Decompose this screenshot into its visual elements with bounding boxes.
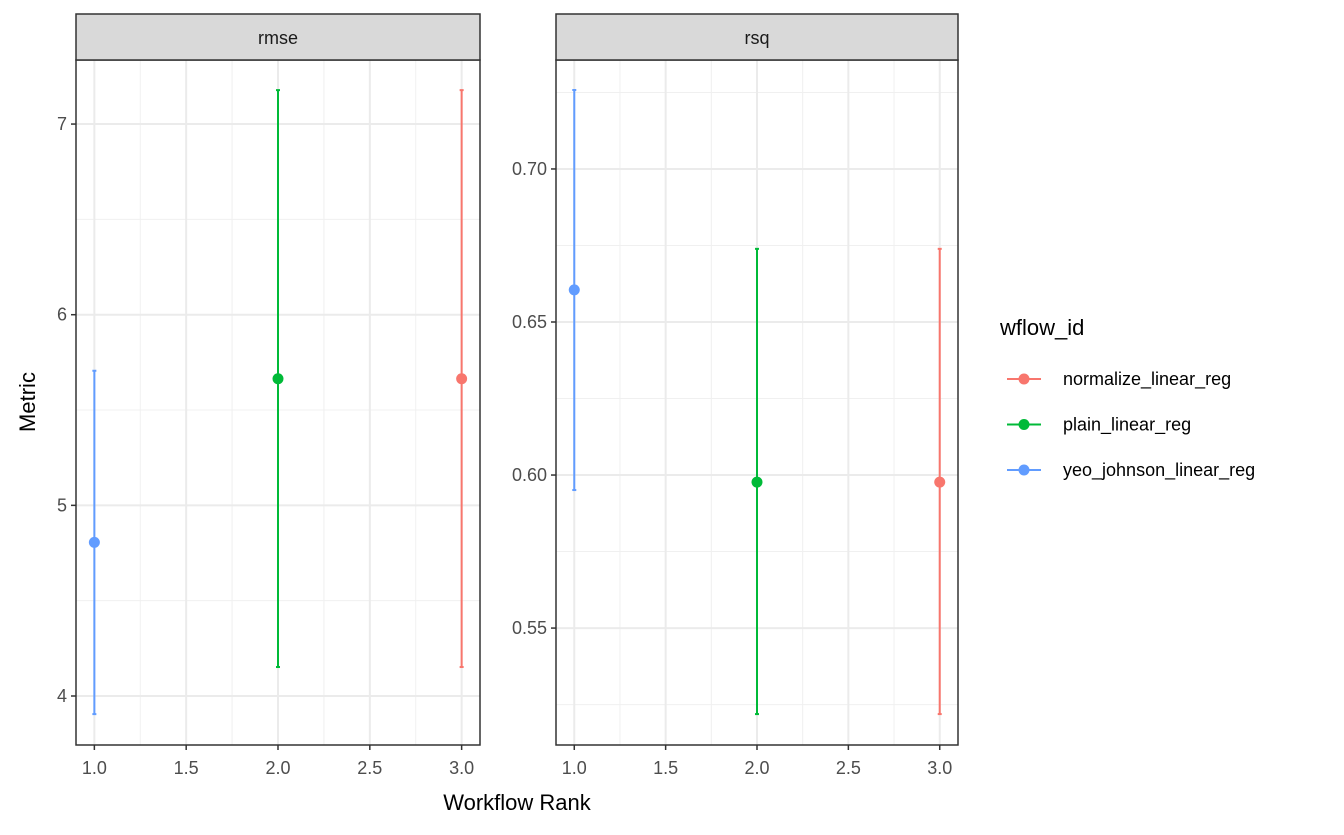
x-tick-label: 2.0 [265, 758, 290, 778]
legend-entry: plain_linear_reg [1007, 415, 1191, 436]
y-tick-label: 0.60 [512, 465, 547, 485]
legend-entry: normalize_linear_reg [1007, 369, 1231, 390]
facet-strip [75, 13, 481, 61]
legend-label: normalize_linear_reg [1063, 369, 1231, 390]
legend-key-point [1018, 464, 1030, 476]
legend-key-point [1018, 373, 1030, 385]
legend-title: wflow_id [999, 315, 1084, 340]
facet-strip-label: rsq [744, 28, 769, 48]
y-tick-label: 4 [57, 686, 67, 706]
y-tick-label: 0.55 [512, 618, 547, 638]
y-tick-label: 5 [57, 495, 67, 515]
x-tick-label: 1.5 [653, 758, 678, 778]
legend-label: yeo_johnson_linear_reg [1063, 460, 1255, 481]
y-tick-label: 0.65 [512, 312, 547, 332]
panel-rsq: 1.0 1.5 2.0 2.5 3.0 0.55 0.60 0.65 0.70 rsq [512, 13, 959, 778]
x-tick-label: 1.0 [562, 758, 587, 778]
x-axis-title: Workflow Rank [443, 790, 592, 815]
x-tick-label: 1.5 [174, 758, 199, 778]
legend: wflow_id normalize_linear_reg plain_linea… [999, 315, 1255, 481]
x-tick-label: 3.0 [927, 758, 952, 778]
panel-rmse: 1.0 1.5 2.0 2.5 3.0 4 5 6 7 rmse [57, 13, 481, 778]
x-tick-label: 2.0 [744, 758, 769, 778]
y-tick-label: 6 [57, 305, 67, 325]
x-tick-label: 1.0 [82, 758, 107, 778]
y-tick-label: 7 [57, 114, 67, 134]
data-point [934, 476, 946, 488]
legend-entry: yeo_johnson_linear_reg [1007, 460, 1255, 481]
data-point [751, 476, 763, 488]
data-point [456, 373, 468, 385]
data-point [88, 536, 100, 548]
legend-key-point [1018, 419, 1030, 430]
x-tick-label: 2.5 [836, 758, 861, 778]
data-point [272, 373, 284, 385]
y-tick-label: 0.70 [512, 159, 547, 179]
x-tick-label: 3.0 [449, 758, 474, 778]
y-axis-title: Metric [15, 372, 40, 432]
legend-label: plain_linear_reg [1063, 415, 1191, 436]
facet-strip-label: rmse [258, 28, 298, 48]
x-tick-label: 2.5 [357, 758, 382, 778]
facet-strip [555, 13, 959, 61]
data-point [568, 284, 580, 296]
